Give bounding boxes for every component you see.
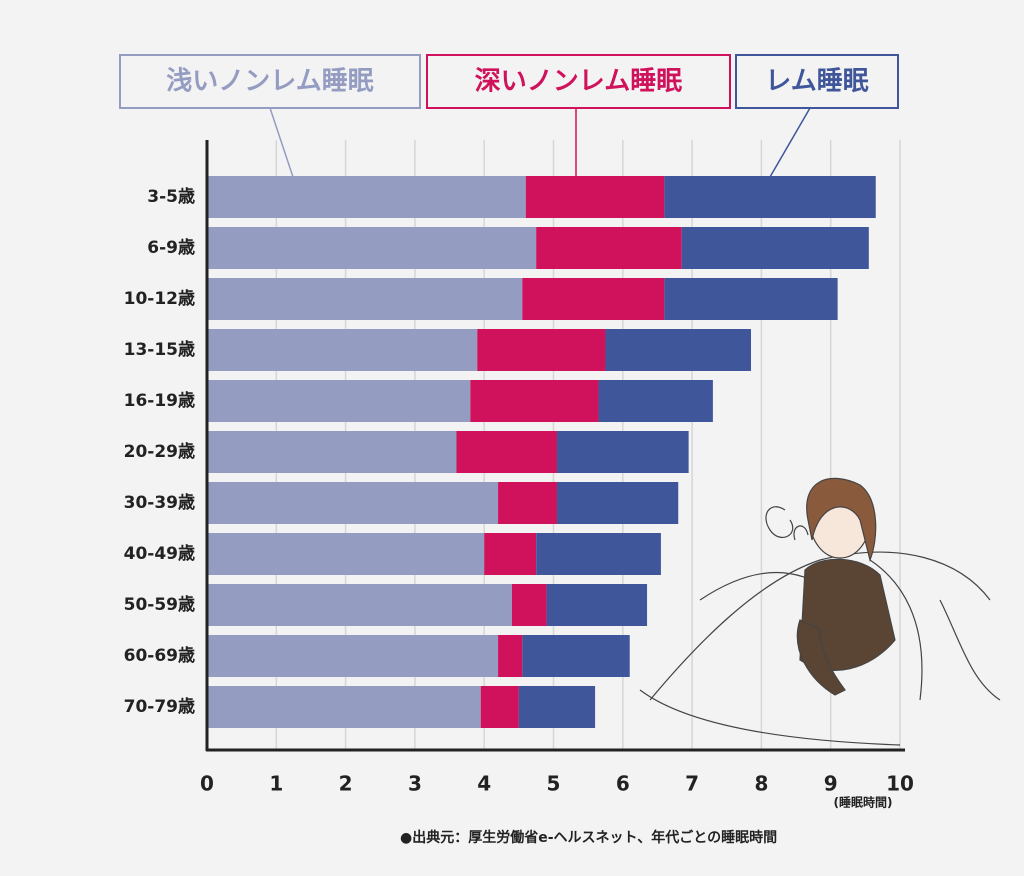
- x-tick-label: 6: [616, 772, 630, 796]
- x-tick-label: 0: [200, 772, 214, 796]
- bar-segment: [556, 482, 679, 524]
- bar-segment: [207, 329, 478, 371]
- bar-segment: [207, 584, 512, 626]
- bar-segment: [484, 533, 537, 575]
- legend-label: 浅いノンレム睡眠: [166, 67, 373, 97]
- x-tick-label: 9: [824, 772, 838, 796]
- bar-segment: [681, 227, 869, 269]
- x-tick-label: 5: [547, 772, 561, 796]
- bar-segment: [470, 380, 599, 422]
- bar-segment: [207, 176, 526, 218]
- bar-segment: [536, 227, 682, 269]
- x-tick-label: 3: [408, 772, 422, 796]
- illustration: [639, 477, 1001, 746]
- bar-segment: [525, 176, 665, 218]
- bar-segment: [207, 482, 499, 524]
- bar-segment: [207, 380, 471, 422]
- bar-segment: [456, 431, 557, 473]
- y-tick-label: 60-69歳: [124, 645, 195, 666]
- legend-box: [119, 54, 421, 109]
- x-tick-label: 2: [339, 772, 353, 796]
- bar-segment: [207, 686, 481, 728]
- legend-connector: [269, 107, 294, 178]
- bar-segment: [598, 380, 713, 422]
- bar-segment: [207, 635, 499, 677]
- bar-segment: [522, 278, 665, 320]
- y-tick-label: 50-59歳: [124, 594, 195, 615]
- x-tick-label: 8: [754, 772, 768, 796]
- legend-box: [735, 54, 899, 109]
- x-tick-label: 4: [477, 772, 491, 796]
- bar-segment: [546, 584, 648, 626]
- legend-label: 深いノンレム睡眠: [475, 67, 682, 97]
- bar-segment: [511, 584, 547, 626]
- bar-segment: [605, 329, 752, 371]
- y-tick-label: 20-29歳: [124, 441, 195, 462]
- bar-segment: [480, 686, 519, 728]
- bar-segment: [207, 278, 523, 320]
- bar-segment: [207, 431, 457, 473]
- y-tick-label: 30-39歳: [124, 492, 195, 513]
- x-axis-label: (睡眠時間): [834, 795, 893, 810]
- source-note: ●出典元：厚生労働省e-ヘルスネット、年代ごとの睡眠時間: [400, 829, 777, 846]
- bar-segment: [477, 329, 606, 371]
- legend-box: [426, 54, 731, 109]
- x-tick-label: 10: [886, 772, 914, 796]
- x-tick-label: 7: [685, 772, 699, 796]
- bar-segment: [498, 482, 557, 524]
- bar-segment: [556, 431, 689, 473]
- y-tick-label: 3-5歳: [147, 186, 195, 207]
- bar-segment: [536, 533, 661, 575]
- y-tick-label: 6-9歳: [147, 237, 195, 258]
- legend-connector: [769, 107, 811, 178]
- y-tick-label: 70-79歳: [124, 696, 195, 717]
- bar-segment: [664, 176, 876, 218]
- legend-label: レム睡眠: [765, 67, 868, 97]
- bar-segment: [664, 278, 838, 320]
- bar-segment: [207, 533, 485, 575]
- bar-segment: [498, 635, 523, 677]
- y-tick-label: 13-15歳: [124, 339, 195, 360]
- y-tick-label: 10-12歳: [124, 288, 195, 309]
- bar-segment: [518, 686, 596, 728]
- y-tick-label: 16-19歳: [124, 390, 195, 411]
- bar-segment: [522, 635, 630, 677]
- y-tick-label: 40-49歳: [124, 543, 195, 564]
- x-tick-label: 1: [269, 772, 283, 796]
- bar-segment: [207, 227, 537, 269]
